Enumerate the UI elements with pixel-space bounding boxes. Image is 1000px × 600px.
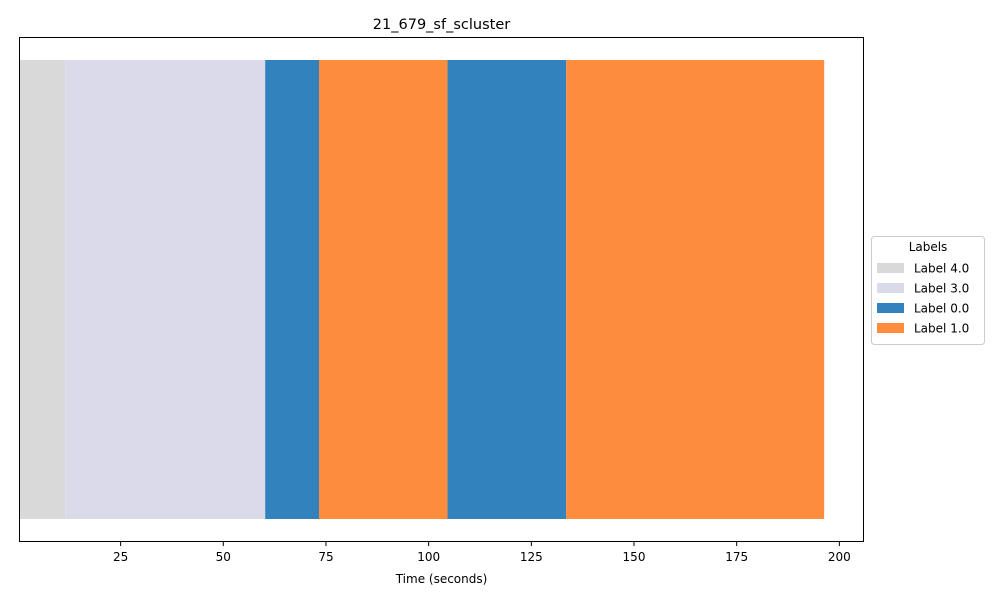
legend-label-0: Label 4.0 — [914, 262, 969, 276]
x-tick-label-50: 50 — [216, 550, 231, 564]
legend-swatch-0 — [877, 263, 904, 273]
legend-label-3: Label 1.0 — [914, 322, 969, 336]
segment-bar-3 — [318, 60, 448, 519]
segment-bar-4 — [447, 60, 567, 519]
x-tick-label-175: 175 — [725, 550, 748, 564]
x-tick-label-100: 100 — [417, 550, 440, 564]
plot-frame — [19, 37, 864, 542]
legend-label-1: Label 3.0 — [914, 282, 969, 296]
x-axis-ticks: 25 50 75 100 125 150 175 200 — [113, 542, 851, 564]
legend-entries: Label 4.0 Label 3.0 Label 0.0 Label 1.0 — [877, 262, 969, 336]
legend-title: Labels — [909, 240, 948, 254]
chart-title: 21_679_sf_scluster — [373, 17, 510, 33]
segment-bar-1 — [65, 60, 266, 519]
legend-label-2: Label 0.0 — [914, 302, 969, 316]
legend-swatch-1 — [877, 283, 904, 293]
segment-bar-0 — [20, 60, 66, 519]
segment-bar-5 — [566, 60, 825, 519]
segment-bar-2 — [265, 60, 319, 519]
x-tick-label-75: 75 — [318, 550, 333, 564]
legend-swatch-3 — [877, 323, 904, 333]
x-axis-label: Time (seconds) — [395, 572, 488, 586]
plot-area — [20, 60, 825, 519]
x-tick-label-150: 150 — [623, 550, 646, 564]
legend-swatch-2 — [877, 303, 904, 313]
x-tick-label-200: 200 — [828, 550, 851, 564]
x-tick-label-125: 125 — [520, 550, 543, 564]
x-tick-label-25: 25 — [113, 550, 128, 564]
